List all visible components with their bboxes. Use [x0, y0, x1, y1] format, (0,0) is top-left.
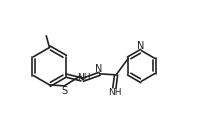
Text: N: N: [95, 64, 103, 74]
Text: NH: NH: [77, 73, 90, 82]
Text: N: N: [137, 41, 145, 51]
Text: NH: NH: [108, 88, 121, 97]
Text: S: S: [61, 86, 67, 96]
